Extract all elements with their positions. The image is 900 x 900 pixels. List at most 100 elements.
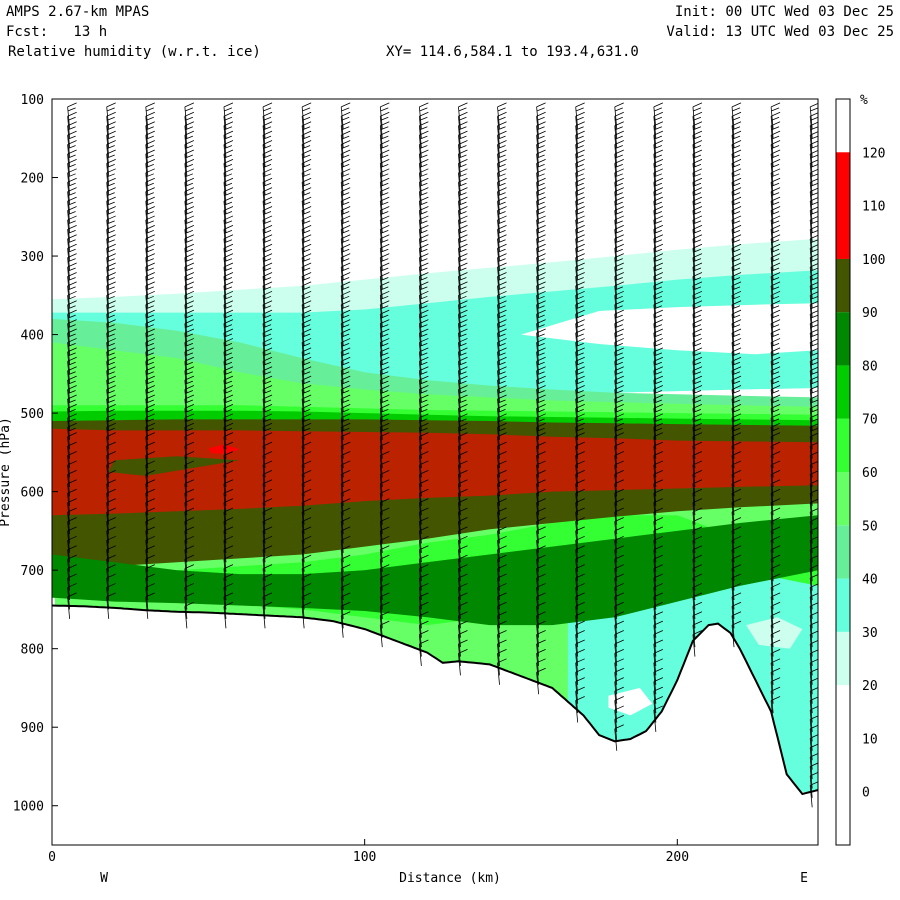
wind-barb-flag <box>575 460 585 466</box>
wind-barb-flag <box>301 196 312 202</box>
wind-barb-flag <box>341 187 351 193</box>
wind-barb-flag <box>692 206 703 211</box>
wind-barb-flag <box>262 206 273 211</box>
x-axis-label: Distance (km) <box>399 871 501 886</box>
wind-barb-flag <box>302 418 311 423</box>
wind-barb-flag <box>106 451 116 456</box>
wind-barb-flag <box>106 149 116 155</box>
wind-barb-flag <box>732 295 741 300</box>
wind-barb-flag <box>731 573 742 579</box>
wind-barb-flag <box>497 488 507 494</box>
wind-barb-flag <box>810 164 818 168</box>
wind-barb-flag <box>184 422 195 428</box>
wind-barb-flag <box>380 305 389 310</box>
wind-barb-shaft <box>770 691 774 714</box>
wind-barb-flag <box>106 517 116 522</box>
wind-barb-flag <box>419 620 429 626</box>
wind-barb-flag <box>184 366 195 372</box>
wind-barb-flag <box>341 154 350 159</box>
wind-barb-flag <box>536 243 546 249</box>
wind-barb-flag <box>458 328 468 334</box>
wind-barb-flag <box>419 611 429 617</box>
wind-barb-flag <box>731 620 742 626</box>
wind-barb-flag <box>146 258 154 262</box>
wind-barb-flag <box>497 243 507 249</box>
wind-barb-flag <box>67 347 77 353</box>
wind-barb-flag <box>67 300 77 306</box>
wind-barb-flag <box>106 140 116 145</box>
wind-barb-flag <box>419 564 429 569</box>
wind-barb-flag <box>731 592 742 598</box>
wind-barb-flag <box>419 182 428 187</box>
wind-barb-flag <box>263 390 272 394</box>
wind-barb-flag <box>380 564 390 569</box>
wind-barb-flag <box>341 224 351 230</box>
wind-barb-flag <box>184 234 195 240</box>
wind-barb-flag <box>106 592 116 598</box>
wind-barb-flag <box>223 460 234 466</box>
wind-barb-flag <box>67 277 76 281</box>
wind-barb-shaft <box>106 587 110 610</box>
wind-barb-flag <box>106 196 116 202</box>
wind-barb-flag <box>380 319 390 324</box>
wind-barb-flag <box>302 380 311 385</box>
wind-barb-flag <box>536 309 546 315</box>
wind-barb-flag <box>145 319 155 324</box>
wind-barb-flag <box>301 422 312 428</box>
y-tick-label: 400 <box>21 329 44 344</box>
wind-barb-flag <box>341 427 350 432</box>
wind-barb-flag <box>67 215 77 221</box>
wind-barb-flag <box>497 229 506 234</box>
wind-barb-flag <box>223 432 234 438</box>
wind-barb-flag <box>67 164 76 168</box>
wind-barb-flag <box>731 290 742 296</box>
wind-barb-flag <box>458 649 468 654</box>
wind-barb-flag <box>106 545 116 551</box>
wind-barb-flag <box>302 314 311 319</box>
wind-barb-flag <box>262 573 273 579</box>
wind-barb-flag <box>614 224 624 230</box>
wind-barb-flag <box>263 295 272 300</box>
wind-barb-flag <box>731 243 742 249</box>
wind-barb-flag <box>67 394 77 400</box>
wind-barb-flag <box>497 201 506 206</box>
model-title: AMPS 2.67-km MPAS <box>6 4 150 20</box>
wind-barb-flag <box>67 366 77 372</box>
wind-barb-flag <box>106 272 116 277</box>
wind-barb-flag <box>614 394 624 400</box>
wind-barb-flag <box>692 592 703 598</box>
wind-barb-flag <box>497 371 506 376</box>
wind-barb-flag <box>731 224 742 230</box>
wind-barb-flag <box>146 333 154 338</box>
wind-barb-shaft <box>536 662 540 685</box>
wind-barb-flag <box>458 145 467 149</box>
colorbar-swatch <box>836 152 850 259</box>
wind-barb-flag <box>654 324 663 328</box>
wind-barb-flag <box>419 371 428 376</box>
wind-barb-flag <box>771 116 780 121</box>
wind-barb-flag <box>731 611 742 617</box>
wind-barb-flag <box>302 107 311 112</box>
wind-barb-flag <box>380 380 389 385</box>
wind-barb-flag <box>576 145 584 149</box>
wind-barb-flag <box>107 324 115 328</box>
wind-barb-flag <box>497 380 506 385</box>
wind-barb-flag <box>692 234 703 240</box>
wind-barb-flag <box>341 206 351 211</box>
wind-barb-flag <box>458 639 468 645</box>
wind-barb-flag <box>693 258 702 262</box>
wind-barb-flag <box>224 305 233 310</box>
wind-barb-flag <box>770 404 781 409</box>
wind-barb-flag <box>146 154 154 159</box>
wind-barb-flag <box>419 277 428 281</box>
wind-barb-flag <box>458 517 468 522</box>
wind-barb-flag <box>497 328 507 334</box>
below-ground-mask <box>52 605 818 845</box>
wind-barb-flag <box>184 111 195 117</box>
wind-barb-flag <box>653 253 664 258</box>
wind-barb-flag <box>145 111 155 117</box>
wind-barb-flag <box>145 102 155 108</box>
wind-barb-flag <box>419 399 428 404</box>
wind-barb-flag <box>185 145 194 149</box>
wind-barb-flag <box>614 111 624 117</box>
